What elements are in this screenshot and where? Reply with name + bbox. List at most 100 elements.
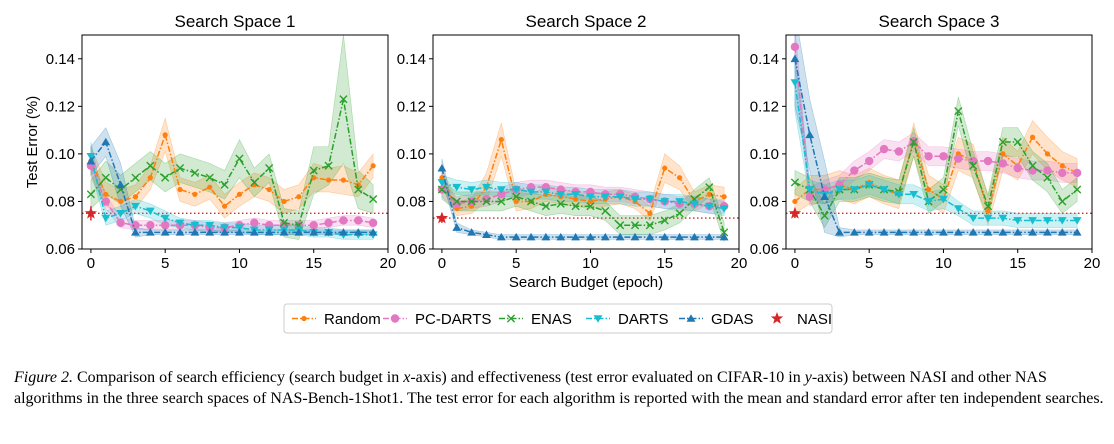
data-point-darts (704, 202, 714, 211)
legend-label: GDAS (711, 311, 754, 328)
data-point-random (132, 194, 139, 200)
data-point-pc-darts (339, 216, 348, 225)
error-band-enas (90, 35, 374, 240)
data-point-pc-darts (1028, 166, 1037, 175)
x-tick-label: 15 (656, 255, 673, 272)
data-point-gdas (556, 232, 566, 241)
data-point-pc-darts (1072, 168, 1082, 178)
data-point-gdas (968, 228, 978, 236)
data-point-enas (190, 168, 199, 178)
plot-area (433, 122, 739, 242)
x-tick-label: 0 (438, 255, 446, 272)
data-point-random (296, 194, 302, 200)
data-point-darts (145, 207, 155, 216)
axes-frame (81, 34, 389, 250)
data-point-enas (354, 185, 363, 194)
chart-panel-3: 0 5 10 15 20 0.06 0.08 0.10 0.12 0.14 Search Space… (750, 12, 1101, 272)
data-point-gdas (511, 232, 521, 241)
plot-area (82, 35, 388, 240)
x-tick-label: 20 (731, 255, 748, 272)
caption-x-var: x (403, 369, 411, 386)
data-point-random (706, 191, 712, 197)
data-point-darts (630, 195, 640, 204)
legend: Random PC-DARTS ENAS DARTS GDAS NASI (283, 303, 833, 334)
data-point-darts (556, 191, 566, 199)
series-line-gdas (90, 140, 374, 234)
data-point-pc-darts (497, 190, 506, 199)
series-line-enas (441, 185, 725, 233)
data-point-gdas (805, 130, 815, 139)
data-point-enas (175, 164, 185, 173)
data-point-pc-darts (805, 192, 814, 201)
data-point-gdas (660, 232, 670, 241)
data-point-darts (1043, 217, 1052, 225)
data-point-darts (864, 181, 874, 189)
data-point-gdas (131, 228, 140, 236)
data-point-pc-darts (983, 156, 993, 166)
data-point-darts (86, 152, 96, 161)
data-point-enas (265, 164, 274, 173)
data-point-gdas (324, 228, 333, 236)
data-point-gdas (690, 232, 699, 241)
data-point-gdas (235, 228, 244, 236)
data-point-gdas (1057, 228, 1067, 236)
data-point-random (118, 198, 124, 205)
data-point-enas (369, 194, 378, 204)
y-tick-label: 0.08 (750, 193, 779, 210)
data-point-gdas (1043, 228, 1052, 236)
data-point-enas (512, 192, 521, 201)
data-point-random (587, 198, 594, 205)
data-point-enas (101, 173, 110, 182)
legend-item-pc-darts: PC-DARTS (383, 311, 491, 328)
series-line-enas (90, 99, 374, 227)
data-point-darts (541, 188, 551, 197)
data-point-enas (616, 221, 625, 230)
data-point-random (1059, 163, 1065, 169)
series-line-random (794, 135, 1078, 214)
data-point-enas (954, 106, 963, 116)
data-point-enas (720, 228, 729, 237)
data-point-gdas (939, 228, 948, 236)
data-point-gdas (894, 228, 904, 236)
chart-title: Search Space 3 (879, 12, 1000, 31)
data-point-pc-darts (309, 221, 318, 230)
data-point-darts (190, 221, 200, 230)
x-tick-label: 5 (512, 255, 520, 272)
data-point-gdas (452, 223, 462, 231)
caption-text-3: -axis) between NASI and other NAS algori… (14, 369, 1104, 407)
data-point-random (573, 196, 579, 202)
data-point-gdas (909, 228, 919, 236)
legend-item-gdas: GDAS (679, 311, 754, 328)
data-point-darts (482, 183, 491, 192)
data-point-gdas (630, 232, 640, 241)
data-point-random (498, 137, 504, 143)
x-tick-label: 20 (380, 255, 397, 272)
data-point-enas (645, 221, 654, 230)
axes-frame (785, 34, 1093, 250)
data-point-random (207, 184, 213, 190)
data-point-enas (437, 185, 447, 194)
y-tick-label: 0.08 (397, 193, 426, 210)
legend-item-nasi: NASI (770, 311, 832, 328)
data-point-random (662, 165, 668, 171)
data-point-enas (909, 137, 918, 147)
data-point-darts (1028, 217, 1037, 225)
data-point-gdas (309, 228, 319, 236)
data-point-pc-darts (146, 221, 155, 230)
data-point-darts (496, 186, 506, 194)
legend-item-random: Random (292, 311, 381, 328)
data-point-darts (1013, 217, 1023, 225)
data-point-gdas (101, 137, 111, 146)
series-line-gdas (794, 58, 1078, 234)
data-point-enas (324, 161, 333, 170)
data-point-darts (790, 79, 800, 87)
y-tick-label: 0.12 (46, 98, 75, 115)
y-tick-label: 0.10 (46, 146, 75, 163)
data-point-enas (1043, 173, 1052, 182)
data-point-gdas (175, 228, 185, 236)
data-point-random (721, 194, 727, 200)
data-point-gdas (790, 54, 800, 63)
data-point-darts (660, 198, 670, 206)
data-point-enas (161, 173, 170, 182)
